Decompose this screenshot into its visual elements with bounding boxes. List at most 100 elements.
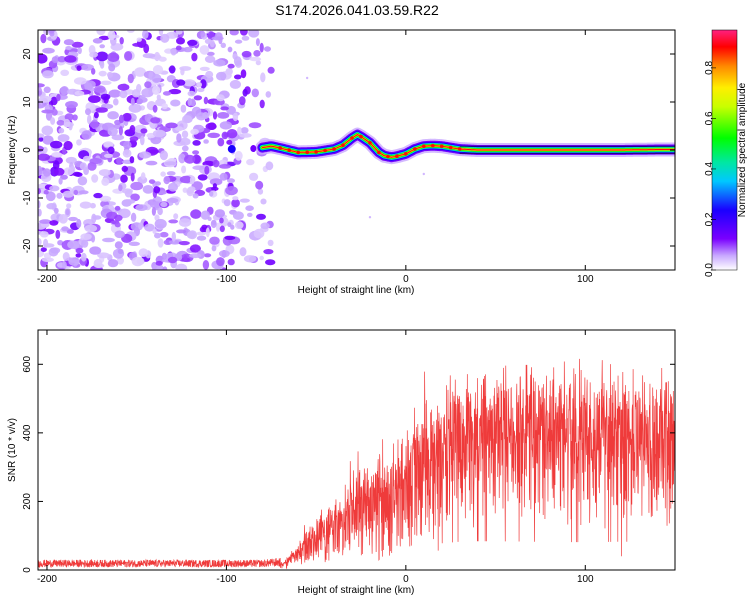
noise-blob <box>138 248 149 257</box>
noise-blob <box>176 229 187 234</box>
noise-blob <box>190 128 199 135</box>
noise-blob <box>122 149 132 158</box>
noise-blob <box>265 161 274 171</box>
noise-blob <box>232 196 239 201</box>
noise-blob <box>42 135 54 145</box>
noise-blob <box>43 86 51 94</box>
ridge-peak <box>296 150 301 155</box>
noise-blob <box>259 42 264 53</box>
noise-blob <box>77 176 88 186</box>
noise-blob <box>153 186 161 194</box>
noise-blob <box>71 41 84 48</box>
noise-blob <box>138 222 143 230</box>
noise-blob <box>180 104 187 113</box>
noise-blob <box>111 134 125 141</box>
noise-blob <box>161 103 168 110</box>
noise-blob <box>210 219 217 229</box>
noise-blob <box>239 133 252 138</box>
noise-blob <box>150 201 163 209</box>
noise-blob <box>247 212 253 217</box>
noise-blob <box>168 88 182 95</box>
noise-blob <box>240 127 249 134</box>
x-tick-label: 100 <box>577 574 594 585</box>
noise-blob <box>264 46 271 52</box>
noise-blob <box>219 225 225 233</box>
noise-blob <box>255 60 261 66</box>
noise-blob <box>178 153 186 164</box>
noise-blob <box>176 37 185 45</box>
noise-blob <box>182 115 193 124</box>
noise-blob <box>56 192 63 199</box>
noise-blob <box>181 145 189 152</box>
noise-blob <box>58 127 65 134</box>
noise-blob <box>192 150 200 155</box>
snr-x-axis-label: Height of straight line (km) <box>298 585 415 596</box>
noise-blob <box>219 121 233 130</box>
noise-blob <box>207 132 220 138</box>
noise-blob <box>119 90 128 99</box>
chart-title: S174.2026.041.03.59.R22 <box>275 2 439 18</box>
y-tick-label: 20 <box>22 48 33 60</box>
noise-blob <box>118 126 123 136</box>
ridge-peak <box>431 143 435 148</box>
noise-blob <box>190 209 202 219</box>
noise-blob <box>79 201 92 209</box>
noise-blob <box>60 86 69 95</box>
noise-blob <box>175 126 184 132</box>
noise-blob <box>159 150 168 161</box>
noise-blob <box>107 146 115 155</box>
noise-blob <box>165 122 178 129</box>
noise-blob <box>183 79 196 87</box>
noise-blob <box>249 172 259 181</box>
noise-blob <box>154 218 167 229</box>
noise-blob <box>38 87 43 96</box>
noise-blob <box>50 117 56 125</box>
noise-blob <box>215 222 221 232</box>
y-tick-label: 0 <box>22 567 33 573</box>
noise-blob <box>145 160 158 166</box>
noise-blob <box>203 139 209 144</box>
noise-blob <box>193 95 203 101</box>
noise-blob <box>42 47 55 54</box>
noise-blob <box>256 213 266 220</box>
noise-blob <box>267 239 274 247</box>
ridge-peak <box>413 147 417 151</box>
noise-blob <box>61 226 69 232</box>
noise-blob <box>242 88 248 97</box>
noise-blob <box>178 218 192 227</box>
noise-blob <box>114 205 121 211</box>
noise-blob <box>178 241 190 246</box>
noise-blob <box>50 140 63 149</box>
noise-blob <box>38 136 44 142</box>
noise-blob <box>239 198 250 203</box>
noise-blob <box>212 111 218 120</box>
noise-blob <box>197 174 208 181</box>
noise-blob <box>108 63 116 72</box>
noise-blob <box>39 219 52 224</box>
colorbar-tick-label: 0.8 <box>704 61 715 75</box>
noise-blob <box>38 153 50 161</box>
noise-blob <box>76 65 82 71</box>
noise-blob <box>237 126 242 136</box>
noise-blob <box>122 188 133 194</box>
noise-blob <box>167 256 178 264</box>
noise-blob <box>142 53 156 59</box>
noise-blob <box>78 190 89 195</box>
noise-blob <box>218 164 231 169</box>
noise-blob <box>117 83 130 91</box>
noise-blob <box>216 257 225 267</box>
noise-blob <box>87 114 92 125</box>
noise-blob <box>98 70 107 77</box>
noise-blob <box>224 235 236 240</box>
ridge-peak <box>368 141 372 145</box>
noise-blob <box>68 216 78 222</box>
noise-blob <box>140 135 145 146</box>
noise-blob <box>205 122 217 130</box>
noise-blob <box>74 90 85 96</box>
noise-blob <box>233 56 242 67</box>
noise-blob <box>168 219 179 224</box>
noise-blob <box>130 193 140 202</box>
noise-blob <box>74 172 83 178</box>
y-tick-label: 200 <box>22 493 33 510</box>
